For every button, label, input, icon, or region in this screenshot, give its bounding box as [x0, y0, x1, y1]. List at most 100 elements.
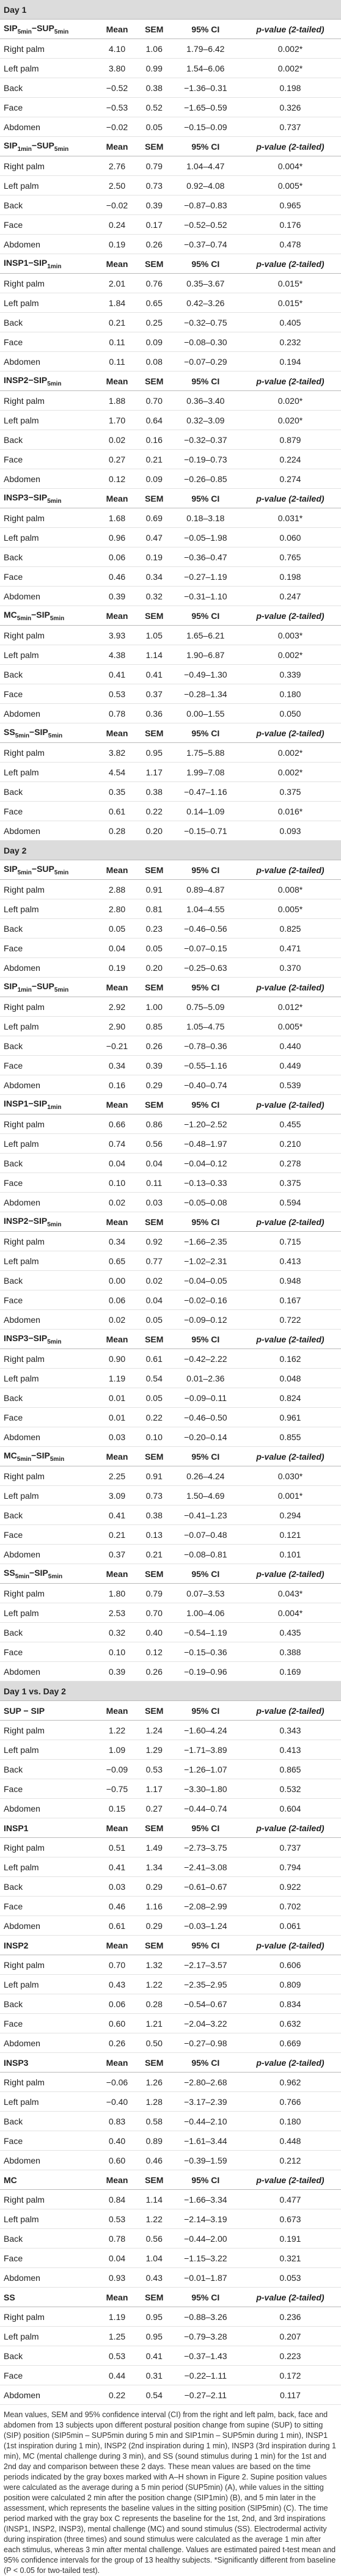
cell: 0.326	[239, 97, 341, 117]
column-header: Mean	[97, 19, 137, 39]
cell: 0.016*	[239, 801, 341, 821]
row-label: Face	[0, 1407, 98, 1427]
label-part: −SUP	[31, 981, 54, 991]
cell: 0.39	[136, 195, 172, 215]
group-header: INSP1 Mean SEM 95% CI p-value (2-tailed)	[0, 1818, 341, 1838]
data-row: Face 0.01 0.22 −0.46–0.50 0.961	[0, 1407, 341, 1427]
cell: 4.54	[97, 762, 137, 782]
column-header: p-value (2-tailed)	[239, 1818, 341, 1838]
cell: 0.79	[136, 1583, 172, 1603]
data-row: Back −0.09 0.53 −1.26–1.07 0.865	[0, 1759, 341, 1779]
data-row: Left palm 3.09 0.73 1.50–4.69 0.001*	[0, 1485, 341, 1506]
cell: 0.15	[97, 1798, 137, 1818]
cell: −0.49–1.30	[171, 664, 240, 684]
data-row: Left palm 0.43 1.22 −2.35–2.95 0.809	[0, 1974, 341, 1994]
data-row: Face 0.46 0.34 −0.27–1.19 0.198	[0, 566, 341, 587]
label-part: 5min	[15, 1573, 30, 1580]
row-label: Left palm	[0, 2091, 98, 2112]
cell: 0.198	[239, 78, 341, 98]
cell: 0.54	[136, 2385, 172, 2405]
cell: 0.005*	[239, 1016, 341, 1036]
cell: 0.278	[239, 1153, 341, 1173]
column-header: Mean	[97, 136, 137, 156]
data-row: Right palm 1.68 0.69 0.18–3.18 0.031*	[0, 508, 341, 528]
label-part: 5min	[17, 28, 32, 35]
cell: 0.51	[97, 1837, 137, 1857]
cell: 0.12	[136, 1642, 172, 1662]
cell: 1.28	[136, 2091, 172, 2112]
data-row: Back 0.21 0.25 −0.32–0.75 0.405	[0, 312, 341, 332]
column-header: 95% CI	[171, 371, 240, 391]
data-row: Back 0.04 0.04 −0.04–0.12 0.278	[0, 1153, 341, 1173]
cell: −0.53	[97, 97, 137, 117]
data-row: Left palm 3.80 0.99 1.54–6.06 0.002*	[0, 58, 341, 78]
cell: 3.09	[97, 1485, 137, 1506]
cell: −0.20–0.14	[171, 1427, 240, 1447]
group-label: SS5min−SIP5min	[0, 723, 98, 743]
group-label: MC5min−SIP5min	[0, 1446, 98, 1466]
row-label: Left palm	[0, 1368, 98, 1388]
column-header: 95% CI	[171, 1212, 240, 1232]
cell: 0.26	[136, 1661, 172, 1681]
cell: 0.765	[239, 547, 341, 567]
cell: 0.121	[239, 1524, 341, 1545]
data-row: Right palm 2.01 0.76 0.35–3.67 0.015*	[0, 273, 341, 293]
column-header: p-value (2-tailed)	[239, 723, 341, 743]
column-header: SEM	[136, 1212, 172, 1232]
cell: −0.03–1.24	[171, 1916, 240, 1936]
column-header: SEM	[136, 1935, 172, 1955]
cell: 0.212	[239, 2150, 341, 2170]
cell: 0.06	[97, 547, 137, 567]
data-row: Abdomen 0.02 0.05 −0.09–0.12 0.722	[0, 1309, 341, 1330]
row-label: Left palm	[0, 1603, 98, 1623]
data-row: Left palm 2.80 0.81 1.04–4.55 0.005*	[0, 899, 341, 919]
cell: −0.19–0.73	[171, 449, 240, 469]
cell: 0.002*	[239, 762, 341, 782]
cell: 0.922	[239, 1876, 341, 1897]
group-header: SS5min−SIP5min Mean SEM 95% CI p-value (2-ta…	[0, 1564, 341, 1584]
row-label: Face	[0, 2365, 98, 2385]
cell: 0.41	[97, 1505, 137, 1525]
cell: 0.84	[97, 2189, 137, 2209]
data-row: Face 0.44 0.31 −0.22–1.11 0.172	[0, 2365, 341, 2385]
column-header: Mean	[97, 860, 137, 880]
row-label: Face	[0, 801, 98, 821]
label-part: SS	[4, 726, 15, 737]
group-label: INSP3−SIP5min	[0, 1329, 98, 1349]
cell: −1.71–3.89	[171, 1740, 240, 1760]
row-label: Face	[0, 1524, 98, 1545]
row-label: Back	[0, 918, 98, 939]
data-row: Back 0.00 0.02 −0.04–0.05 0.948	[0, 1270, 341, 1290]
cell: 2.92	[97, 997, 137, 1017]
row-label: Abdomen	[0, 1309, 98, 1330]
row-label: Face	[0, 1173, 98, 1193]
cell: 0.169	[239, 1661, 341, 1681]
cell: 0.78	[97, 703, 137, 723]
column-header: Mean	[97, 1212, 137, 1232]
cell: −0.37–0.74	[171, 234, 240, 254]
cell: 0.606	[239, 1955, 341, 1975]
cell: 0.210	[239, 1133, 341, 1154]
row-label: Back	[0, 2228, 98, 2249]
cell: 0.604	[239, 1798, 341, 1818]
cell: 0.20	[136, 821, 172, 841]
cell: 0.26	[136, 1036, 172, 1056]
cell: 0.19	[97, 957, 137, 978]
cell: 1.22	[136, 1974, 172, 1994]
cell: 0.455	[239, 1114, 341, 1134]
cell: 0.101	[239, 1544, 341, 1564]
cell: 0.198	[239, 566, 341, 587]
group-header: SIP1min−SUP5min Mean SEM 95% CI p-value (2-t…	[0, 977, 341, 997]
cell: −0.87–0.83	[171, 195, 240, 215]
cell: 0.722	[239, 1309, 341, 1330]
cell: 0.001*	[239, 1485, 341, 1506]
column-header: p-value (2-tailed)	[239, 1564, 341, 1584]
cell: −0.08–0.81	[171, 1544, 240, 1564]
row-label: Left palm	[0, 410, 98, 430]
cell: 1.16	[136, 1896, 172, 1916]
cell: 0.79	[136, 156, 172, 176]
cell: 0.21	[136, 449, 172, 469]
row-label: Abdomen	[0, 2267, 98, 2288]
cell: 0.737	[239, 117, 341, 137]
cell: 0.477	[239, 2189, 341, 2209]
